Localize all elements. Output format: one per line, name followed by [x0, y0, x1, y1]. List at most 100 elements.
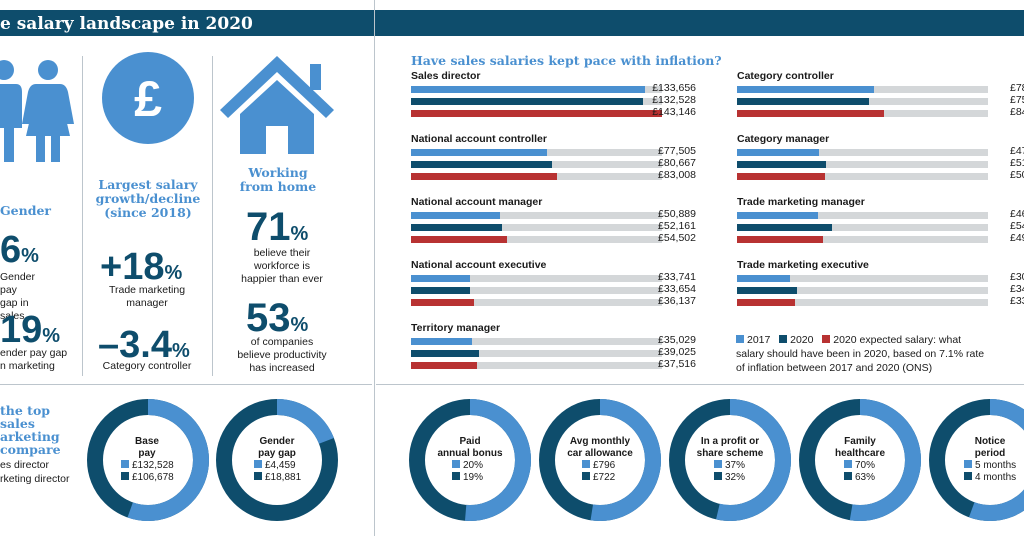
bar [737, 287, 797, 294]
bar-track [411, 224, 662, 231]
donut-chart [669, 399, 791, 521]
bar [411, 275, 470, 282]
donut-chart [929, 399, 1024, 521]
page-title: e salary landscape in 2020 [0, 14, 253, 34]
bar-track [737, 224, 988, 231]
donut-title-gender-gap: Gender pay gap [258, 436, 296, 459]
donut-val-health-1: 70% [844, 460, 875, 472]
donut-title-base-pay: Base pay [135, 436, 159, 459]
bar [411, 110, 662, 117]
man-woman-icon [0, 60, 74, 162]
bar [737, 224, 832, 231]
bar-value-label: £84 [1010, 106, 1024, 118]
bar-group-title: Trade marketing executive [737, 259, 869, 271]
bar [411, 224, 502, 231]
donut-val-base-pay-2: £106,678 [121, 472, 174, 484]
bar [411, 161, 552, 168]
legend-swatch-2017 [736, 335, 744, 343]
donut-title-bonus: Paid annual bonus [437, 436, 503, 459]
bar-value-label: £49 [1010, 232, 1024, 244]
bar-group-title: Territory manager [411, 322, 501, 334]
bar-group-title: National account executive [411, 259, 547, 271]
bar-track [737, 287, 988, 294]
bar [411, 86, 645, 93]
bar-track [411, 161, 662, 168]
bar [411, 173, 557, 180]
divider [212, 56, 213, 376]
bar [737, 236, 823, 243]
bar-track [737, 98, 988, 105]
bar [737, 275, 790, 282]
bar-value-label: £52,161 [658, 220, 696, 232]
donut-slice [539, 399, 661, 521]
bar-value-label: £36,137 [658, 295, 696, 307]
donut-title-profit: In a profit or share scheme [696, 436, 764, 459]
wfh-stat1-desc: believe their workforce is happier than ev… [241, 247, 323, 285]
bar-chart-title: Have sales salaries kept pace with infla… [411, 53, 722, 68]
wfh-heading: Working from home [239, 165, 317, 194]
bar-value-label: £33 [1010, 295, 1024, 307]
wfh-stat2-desc: of companies believe productivity has incr… [237, 336, 327, 374]
donut-val-base-pay-1: £132,528 [121, 460, 174, 472]
bar-legend: 2017 2020 2020 expected salary: what sal… [736, 334, 985, 374]
donut-title-health: Family healthcare [834, 436, 886, 459]
bar-group-title: National account controller [411, 133, 547, 145]
bar-value-label: £33,654 [658, 283, 696, 295]
bar-value-label: £34 [1010, 283, 1024, 295]
bar-track [737, 275, 988, 282]
divider [376, 384, 1024, 385]
bar-track [411, 287, 662, 294]
growth-stat2-desc: Category controller [102, 360, 192, 372]
bar-value-label: £47 [1010, 145, 1024, 157]
donut-title-car: Avg monthly car allowance [567, 436, 633, 459]
bar-value-label: £54,502 [658, 232, 696, 244]
bar-value-label: £132,528 [652, 94, 696, 106]
wfh-stat1: 71% [246, 205, 309, 249]
donut-slice [87, 399, 209, 521]
bar-value-label: £50 [1010, 169, 1024, 181]
bar-track [411, 86, 662, 93]
bar-value-label: £80,667 [658, 157, 696, 169]
bar-track [737, 299, 988, 306]
bar [737, 212, 818, 219]
bar-value-label: £50,889 [658, 208, 696, 220]
donut-slice [799, 399, 921, 521]
bar-value-label: £77,505 [658, 145, 696, 157]
donut-title-notice: Notice period [974, 436, 1006, 459]
bar-group-title: Trade marketing manager [737, 196, 865, 208]
bar-value-label: £78 [1010, 82, 1024, 94]
bar-track [411, 362, 662, 369]
bar-track [737, 86, 988, 93]
legend-swatch-2020 [779, 335, 788, 343]
bar-value-label: £83,008 [658, 169, 696, 181]
bar-track [411, 350, 662, 357]
bar-track [411, 338, 662, 345]
bar-value-label: £35,029 [658, 334, 696, 346]
bar-group-title: Sales director [411, 70, 481, 82]
bar-track [737, 161, 988, 168]
donut-slice [409, 399, 531, 521]
bar [411, 98, 643, 105]
bar [411, 236, 507, 243]
growth-stat1-desc: Trade marketing manager [108, 284, 186, 309]
bar-track [411, 110, 662, 117]
donut-chart [539, 399, 661, 521]
donut-chart [216, 399, 338, 521]
donut-val-notice-2: 4 months [964, 472, 1016, 484]
bar-value-label: £46 [1010, 208, 1024, 220]
bar-value-label: £37,516 [658, 358, 696, 370]
bar [411, 287, 470, 294]
bar-value-label: £30 [1010, 271, 1024, 283]
donut-slice [929, 399, 1024, 521]
donut-val-gender-gap-1: £4,459 [254, 460, 296, 472]
bar-track [737, 110, 988, 117]
bar [411, 299, 474, 306]
bar-track [737, 212, 988, 219]
donut-val-bonus-2: 19% [452, 472, 483, 484]
donut-chart [87, 399, 209, 521]
bar-track [411, 299, 662, 306]
bar-track [737, 149, 988, 156]
bar [411, 338, 472, 345]
divider [82, 56, 83, 376]
